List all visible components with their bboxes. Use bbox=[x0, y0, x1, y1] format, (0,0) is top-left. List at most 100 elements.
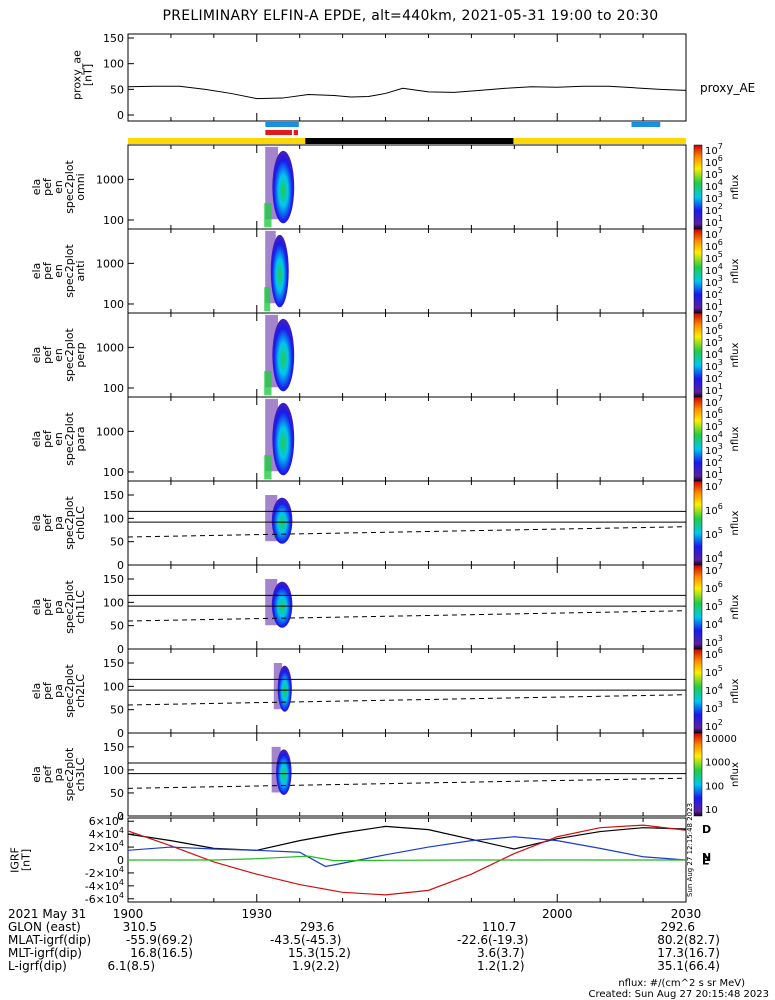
colorbar bbox=[693, 648, 703, 734]
y-tick-label: 50 bbox=[110, 620, 124, 633]
panel-frame bbox=[127, 648, 687, 734]
units-note: nflux: #/(cm^2 s sr MeV) bbox=[618, 978, 745, 989]
colorbar-label: nflux bbox=[730, 510, 741, 535]
igrf-series-line bbox=[127, 836, 687, 868]
colorbar-tick-label: 10 bbox=[705, 805, 718, 816]
colorbar-label: nflux bbox=[730, 342, 741, 367]
colorbar bbox=[693, 732, 703, 817]
colorbar-tick-label: 102 bbox=[705, 454, 723, 469]
proxy-ae-line bbox=[127, 85, 687, 100]
colorbar-label: nflux bbox=[730, 678, 741, 703]
orbit-cell: 15.3(15.2) bbox=[288, 946, 351, 960]
colorbar-label: nflux bbox=[730, 174, 741, 199]
x-tick-label: 2000 bbox=[542, 907, 573, 921]
panel-ylabel: elapefpaspec2plotch0LC bbox=[30, 496, 87, 550]
colorbar-tick-label: 106 bbox=[705, 238, 723, 253]
orbit-cell: 292.6 bbox=[660, 920, 695, 934]
orbit-cell: -22.6(-19.3) bbox=[457, 933, 529, 947]
colorbar-tick-label: 102 bbox=[705, 370, 723, 385]
spectrogram-blob bbox=[272, 150, 295, 224]
y-tick-label: 100 bbox=[103, 214, 124, 227]
orbit-cell: -43.5(-45.3) bbox=[270, 933, 342, 947]
colorbar-tick-label: 101 bbox=[705, 466, 723, 481]
colorbar-tick-label: 103 bbox=[705, 274, 723, 289]
colorbar-tick-label: 103 bbox=[705, 442, 723, 457]
colorbar-label: nflux bbox=[730, 762, 741, 787]
y-tick-label: 0 bbox=[117, 810, 124, 823]
panel-ylabel: elapefpaspec2plotch1LC bbox=[30, 580, 87, 634]
y-tick-label: 100 bbox=[103, 58, 124, 71]
colorbar-tick-label: 101 bbox=[705, 298, 723, 313]
state-bar bbox=[631, 122, 661, 127]
y-tick-label: 100 bbox=[103, 680, 124, 693]
orbit-cell: 310.5 bbox=[122, 920, 157, 934]
colorbar-tick-label: 105 bbox=[705, 334, 723, 349]
orbit-cell: 16.8(16.5) bbox=[130, 946, 193, 960]
y-tick-label: -2×104 bbox=[85, 865, 124, 880]
colorbar-tick-label: 103 bbox=[705, 190, 723, 205]
y-tick-label: 100 bbox=[103, 764, 124, 777]
spectrogram-blob bbox=[276, 749, 292, 796]
y-tick-label: 100 bbox=[103, 512, 124, 525]
y-tick-label: 0 bbox=[117, 643, 124, 656]
colorbar-tick-label: 106 bbox=[705, 646, 723, 661]
spectrogram-low-energy bbox=[264, 371, 272, 396]
orbit-cell: 80.2(82.7) bbox=[657, 933, 720, 947]
igrf-series-label: D bbox=[702, 823, 711, 836]
colorbar-tick-label: 105 bbox=[705, 526, 723, 541]
y-tick-label: 1000 bbox=[96, 173, 124, 186]
spectrogram-blob bbox=[277, 665, 292, 712]
state-bar bbox=[305, 138, 514, 144]
panel-frame bbox=[127, 312, 687, 398]
panel-ylabel: elapefpaspec2plotch2LC bbox=[30, 664, 87, 718]
orbit-cell: 35.1(66.4) bbox=[657, 959, 720, 973]
page-title: PRELIMINARY ELFIN-A EPDE, alt=440km, 202… bbox=[162, 8, 659, 24]
colorbar-tick-label: 105 bbox=[705, 664, 723, 679]
colorbar bbox=[693, 480, 703, 566]
spectrogram-blob bbox=[270, 234, 289, 308]
colorbar-tick-label: 106 bbox=[705, 406, 723, 421]
orbit-cell: 6.1(8.5) bbox=[107, 959, 155, 973]
lc-dashed-line bbox=[127, 610, 687, 622]
y-tick-label: 100 bbox=[103, 382, 124, 395]
colorbar-tick-label: 100 bbox=[705, 781, 724, 792]
colorbar-tick-label: 104 bbox=[705, 550, 723, 565]
x-tick-label: 1900 bbox=[113, 907, 144, 921]
orbit-cell: 110.7 bbox=[482, 920, 517, 934]
spectrogram-blob bbox=[272, 402, 295, 476]
ae-panel-frame bbox=[127, 33, 687, 122]
colorbar-tick-label: 106 bbox=[705, 154, 723, 169]
colorbar-tick-label: 106 bbox=[705, 322, 723, 337]
y-tick-label: -4×104 bbox=[85, 878, 124, 893]
igrf-series-line bbox=[128, 855, 686, 862]
colorbar-tick-label: 107 bbox=[705, 394, 723, 409]
colorbar-label: nflux bbox=[730, 594, 741, 619]
colorbar bbox=[693, 312, 703, 398]
colorbar-tick-label: 104 bbox=[705, 616, 723, 631]
y-tick-label: 150 bbox=[103, 573, 124, 586]
lc-dashed-line bbox=[127, 694, 687, 706]
spectrogram-low-energy bbox=[264, 203, 272, 228]
panel-frame bbox=[127, 396, 687, 482]
y-tick-label: 50 bbox=[110, 704, 124, 717]
colorbar-tick-label: 104 bbox=[705, 262, 723, 277]
y-tick-label: 150 bbox=[103, 32, 124, 45]
y-tick-label: 2×104 bbox=[89, 839, 124, 854]
panel-frame bbox=[127, 732, 687, 817]
orbit-cell: 1.2(1.2) bbox=[477, 959, 525, 973]
spectrogram-low-energy bbox=[264, 455, 272, 480]
colorbar-tick-label: 101 bbox=[705, 382, 723, 397]
y-tick-label: 100 bbox=[103, 466, 124, 479]
ae-legend: proxy_AE bbox=[700, 81, 755, 95]
orbit-cell: 1.9(2.2) bbox=[292, 959, 340, 973]
y-tick-label: 1000 bbox=[96, 257, 124, 270]
spectrogram-blob bbox=[272, 318, 295, 392]
colorbar-tick-label: 102 bbox=[705, 286, 723, 301]
y-tick-label: 150 bbox=[103, 657, 124, 670]
orbit-row-label: L-igrf(dip) bbox=[8, 959, 67, 973]
lc-dashed-line bbox=[127, 777, 687, 789]
igrf-series-line bbox=[127, 825, 687, 851]
state-bar bbox=[513, 138, 686, 144]
x-tick-label: 1930 bbox=[241, 907, 272, 921]
x-tick-label: 2030 bbox=[671, 907, 702, 921]
